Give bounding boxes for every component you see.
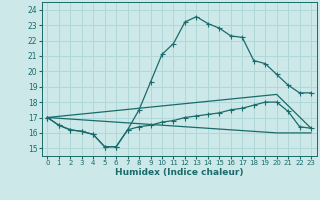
X-axis label: Humidex (Indice chaleur): Humidex (Indice chaleur) bbox=[115, 168, 244, 177]
